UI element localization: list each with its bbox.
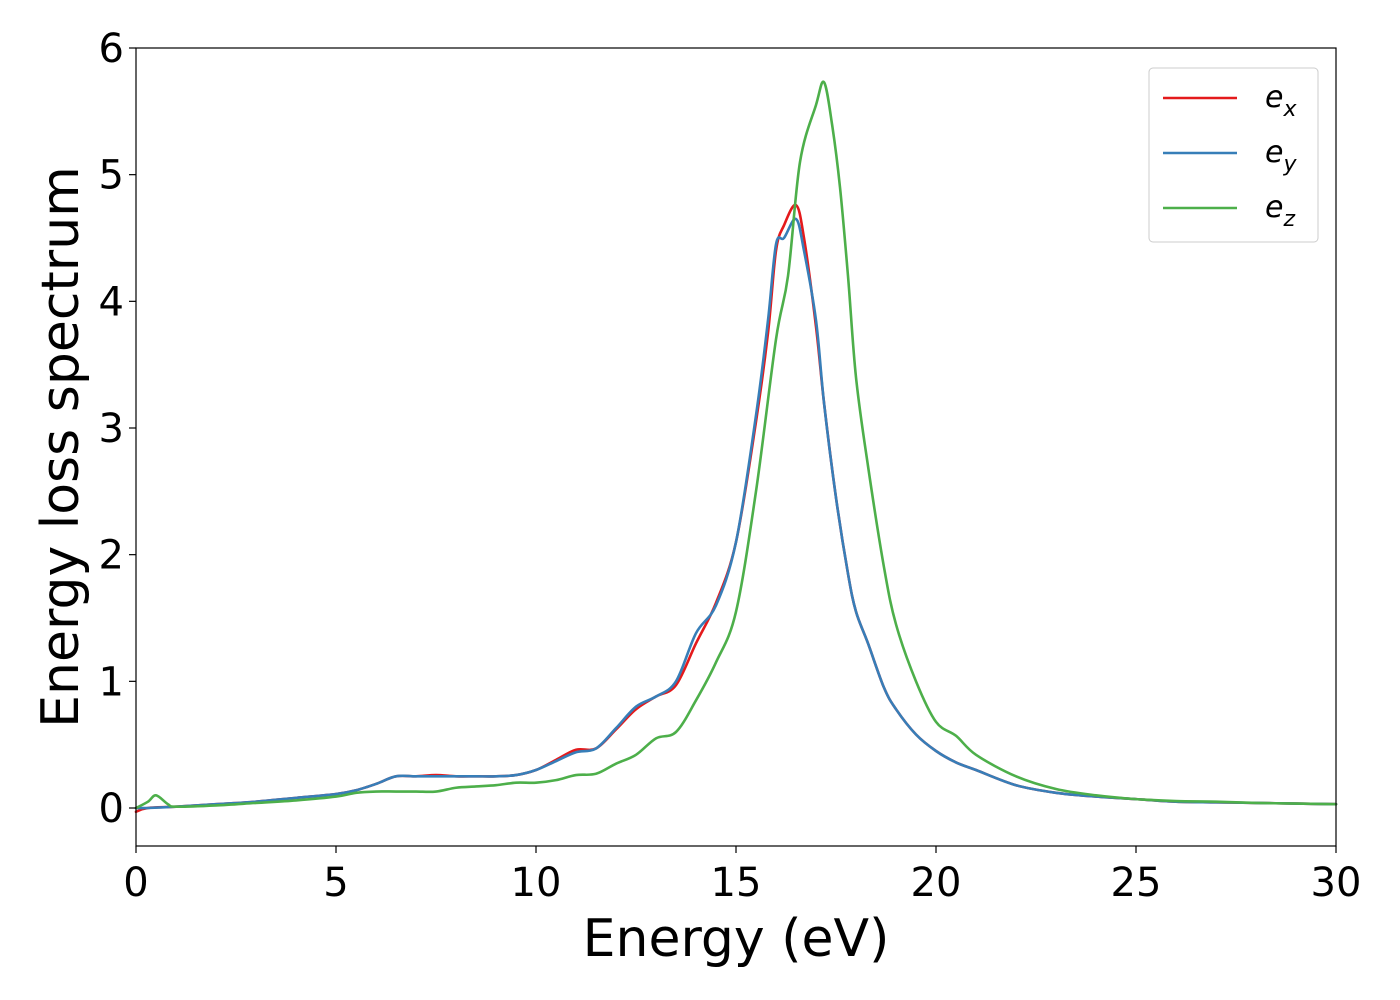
x-tick-label: 25 — [1111, 860, 1162, 906]
y-tick-label: 6 — [99, 26, 124, 72]
y-tick-label: 2 — [99, 533, 124, 579]
legend-label-z: ez — [1265, 190, 1295, 232]
series-layer — [134, 80, 1338, 814]
x-axis-label: Energy (eV) — [583, 909, 890, 969]
y-tick-label: 0 — [99, 786, 124, 832]
y-tick-label: 3 — [99, 406, 124, 452]
legend-box — [1148, 67, 1319, 243]
ticks-layer: 0 5 10 15 20 25 30 0 1 2 3 4 5 6 — [99, 26, 1362, 906]
legend: ex ey ez — [1148, 67, 1319, 243]
series-line-y — [134, 217, 1338, 810]
x-tick-label: 5 — [323, 860, 348, 906]
legend-label-x: ex — [1265, 80, 1297, 122]
x-tick-label: 10 — [511, 860, 562, 906]
series-line-z — [134, 80, 1338, 810]
series-line-x — [134, 203, 1338, 814]
x-tick-label: 30 — [1311, 860, 1362, 906]
y-axis-label: Energy loss spectrum — [31, 166, 91, 728]
x-tick-label: 15 — [711, 860, 762, 906]
legend-label-y: ey — [1265, 135, 1297, 177]
x-tick-label: 20 — [911, 860, 962, 906]
y-tick-label: 5 — [99, 153, 124, 199]
y-tick-label: 4 — [99, 279, 124, 325]
y-tick-label: 1 — [99, 659, 124, 705]
x-tick-label: 0 — [123, 860, 148, 906]
